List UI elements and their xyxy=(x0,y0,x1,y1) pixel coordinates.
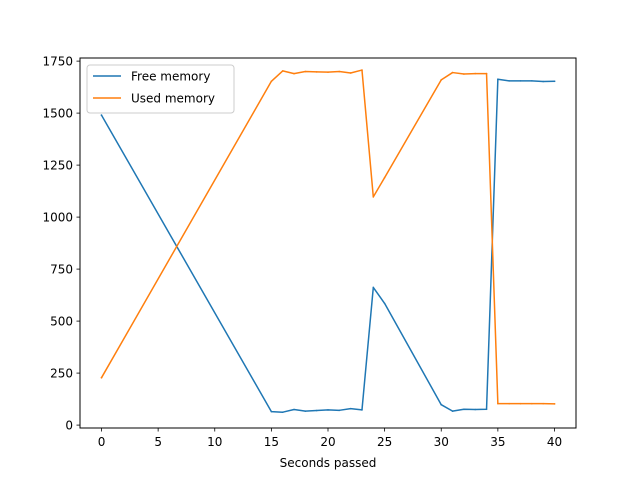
x-tick-label: 0 xyxy=(98,435,106,449)
data-point-used-memory xyxy=(474,72,477,75)
x-tick-label: 30 xyxy=(434,435,449,449)
data-point-free-memory xyxy=(519,80,522,82)
x-tick-label: 20 xyxy=(320,435,335,449)
x-axis: 0 5 10 15 20 25 30 35 40 xyxy=(98,428,562,449)
y-tick-label: 1750 xyxy=(42,54,73,68)
legend-box xyxy=(86,64,235,114)
data-point-used-memory xyxy=(315,71,318,73)
x-tick-label: 25 xyxy=(377,435,392,449)
data-point-used-memory xyxy=(542,402,544,405)
data-point-free-memory xyxy=(349,407,352,410)
data-point-free-memory xyxy=(338,409,341,412)
legend: Free memory Used memory xyxy=(86,64,235,114)
y-tick-label: 750 xyxy=(50,262,73,276)
legend-label-used-memory: Used memory xyxy=(131,91,215,105)
x-tick-label: 35 xyxy=(490,435,505,449)
data-point-free-memory xyxy=(463,408,465,411)
data-point-free-memory xyxy=(281,411,284,413)
data-point-used-memory xyxy=(281,70,284,72)
data-point-used-memory xyxy=(383,176,386,179)
x-axis-label: Seconds passed xyxy=(280,456,377,470)
y-tick-label: 1250 xyxy=(42,158,73,172)
data-point-free-memory xyxy=(542,80,544,83)
legend-label-free-memory: Free memory xyxy=(131,69,210,83)
data-point-free-memory xyxy=(474,408,477,411)
data-point-free-memory xyxy=(293,408,295,411)
data-point-free-memory xyxy=(497,78,499,81)
data-point-free-memory xyxy=(372,286,375,289)
x-tick-label: 40 xyxy=(547,435,562,449)
y-tick-label: 0 xyxy=(65,418,73,432)
series-line-used-memory xyxy=(100,69,556,405)
y-tick-label: 1000 xyxy=(42,210,73,224)
data-point-free-memory xyxy=(100,114,103,116)
data-point-used-memory xyxy=(338,70,341,73)
data-point-free-memory xyxy=(270,410,273,413)
x-tick-label: 10 xyxy=(207,435,222,449)
data-point-used-memory xyxy=(304,70,307,73)
data-point-used-memory xyxy=(485,72,488,75)
data-point-free-memory xyxy=(361,409,363,411)
data-point-used-memory xyxy=(270,80,273,83)
data-point-free-memory xyxy=(485,408,488,411)
y-axis: 0 250 500 750 1000 1250 1500 1750 xyxy=(42,54,80,432)
data-point-used-memory xyxy=(519,402,522,405)
data-point-used-memory xyxy=(100,376,103,379)
x-tick-label: 15 xyxy=(264,435,279,449)
data-point-used-memory xyxy=(508,402,510,405)
data-point-used-memory xyxy=(349,72,352,74)
data-point-free-memory xyxy=(383,302,386,305)
data-point-used-memory xyxy=(293,72,295,75)
y-tick-label: 1500 xyxy=(42,106,73,120)
series-line-free-memory xyxy=(100,78,556,413)
data-point-free-memory xyxy=(440,403,443,406)
y-tick-label: 250 xyxy=(50,366,73,380)
data-point-used-memory xyxy=(372,196,375,198)
x-tick-label: 5 xyxy=(154,435,162,449)
data-point-free-memory xyxy=(553,80,556,83)
series-layer xyxy=(100,69,556,413)
data-point-used-memory xyxy=(497,402,499,405)
data-point-free-memory xyxy=(508,80,510,82)
data-point-used-memory xyxy=(553,403,556,405)
data-point-free-memory xyxy=(304,410,307,412)
data-point-free-memory xyxy=(451,410,454,412)
y-tick-label: 500 xyxy=(50,314,73,328)
data-point-used-memory xyxy=(327,71,329,73)
data-point-used-memory xyxy=(451,71,454,74)
data-point-used-memory xyxy=(463,73,465,75)
data-point-free-memory xyxy=(327,409,329,411)
data-point-used-memory xyxy=(531,402,533,405)
data-point-free-memory xyxy=(531,80,533,82)
data-point-used-memory xyxy=(361,69,363,71)
data-point-free-memory xyxy=(315,409,318,412)
data-point-used-memory xyxy=(440,79,443,81)
